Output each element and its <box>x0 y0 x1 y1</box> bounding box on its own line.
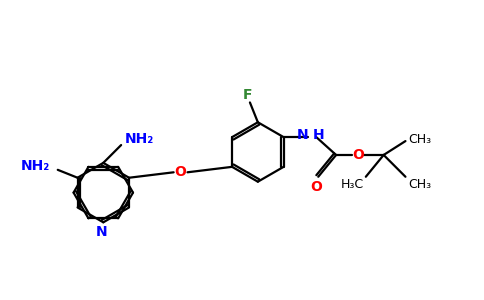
Text: H: H <box>312 128 324 142</box>
Text: O: O <box>310 180 322 194</box>
Text: N: N <box>297 128 308 142</box>
Text: NH₂: NH₂ <box>125 132 154 146</box>
Text: CH₃: CH₃ <box>408 133 432 146</box>
Text: H₃C: H₃C <box>341 178 364 191</box>
Text: N: N <box>95 225 107 239</box>
Text: F: F <box>243 88 253 101</box>
Text: O: O <box>175 165 186 179</box>
Text: O: O <box>352 148 364 162</box>
Text: CH₃: CH₃ <box>408 178 432 191</box>
Text: NH₂: NH₂ <box>20 159 50 173</box>
